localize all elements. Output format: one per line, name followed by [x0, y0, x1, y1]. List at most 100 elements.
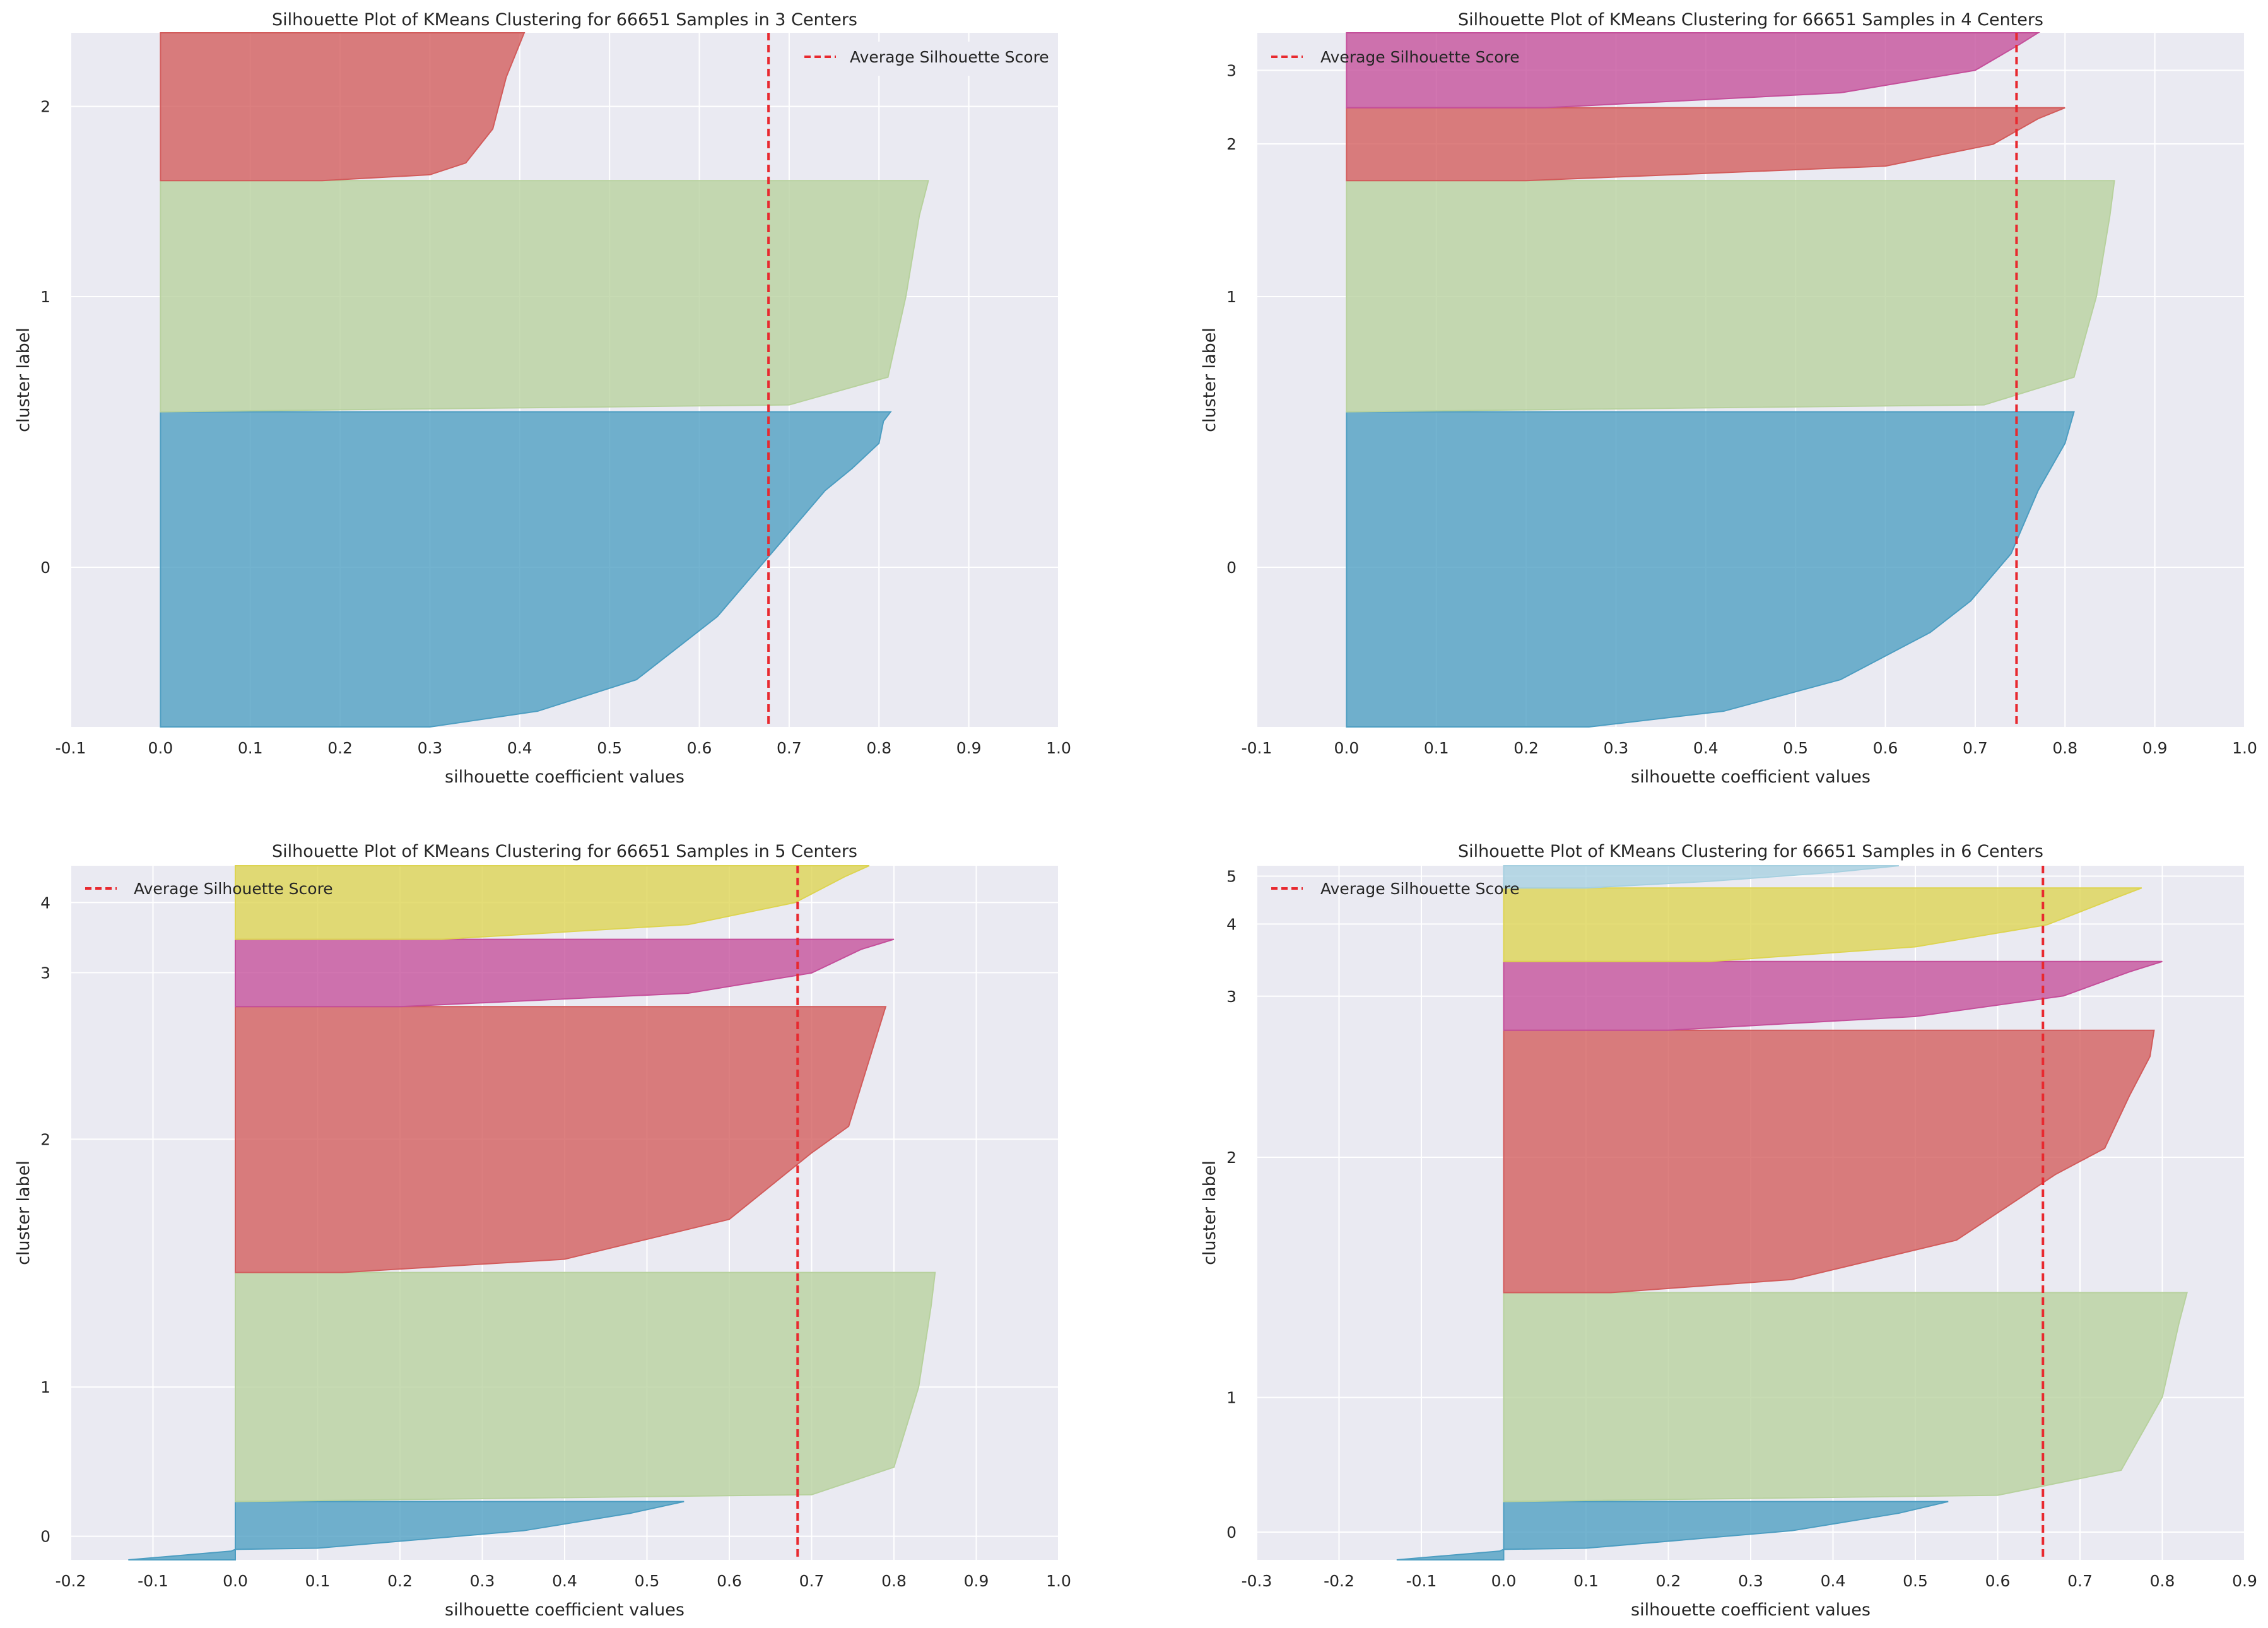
chart-title: Silhouette Plot of KMeans Clustering for…	[1458, 842, 2043, 861]
y-tick-label: 1	[1226, 288, 1237, 306]
y-tick-label: 0	[1226, 558, 1237, 577]
cluster-4-silhouette	[1503, 887, 2142, 962]
y-tick-label: 3	[1226, 988, 1237, 1006]
y-tick-label: 1	[1226, 1389, 1237, 1407]
x-axis-label: silhouette coefficient values	[445, 767, 685, 787]
cluster-3-silhouette	[1346, 32, 2041, 109]
x-tick-label: 0.5	[1783, 739, 1808, 757]
x-tick-label: 0.9	[956, 739, 982, 757]
x-tick-label: 0.0	[148, 739, 173, 757]
x-tick-label: 0.5	[1903, 1572, 1928, 1590]
y-tick-label: 0	[40, 558, 50, 577]
y-tick-label: 0	[1226, 1523, 1237, 1542]
x-tick-label: -0.1	[56, 739, 86, 757]
y-axis-label: cluster label	[14, 327, 33, 432]
x-axis-label: silhouette coefficient values	[1631, 767, 1871, 787]
y-axis-label: cluster label	[14, 1160, 33, 1265]
x-tick-label: 0.6	[1873, 739, 1898, 757]
x-tick-label: 0.2	[387, 1572, 413, 1590]
cluster-0-silhouette	[1346, 411, 2075, 728]
x-tick-label: 0.6	[687, 739, 712, 757]
x-tick-label: 0.2	[327, 739, 353, 757]
x-tick-label: 0.9	[2232, 1572, 2257, 1590]
legend-label: Average Silhouette Score	[1320, 48, 1520, 66]
x-tick-label: 0.5	[635, 1572, 660, 1590]
x-tick-label: 0.7	[1963, 739, 1988, 757]
legend: Average Silhouette Score	[85, 880, 333, 898]
x-tick-label: 0.7	[799, 1572, 825, 1590]
x-tick-label: -0.1	[1242, 739, 1272, 757]
legend-label: Average Silhouette Score	[1320, 880, 1520, 898]
x-tick-label: 0.2	[1513, 739, 1539, 757]
cluster-4-silhouette	[235, 865, 870, 940]
cluster-0-silhouette	[1396, 1501, 1949, 1560]
x-tick-label: 0.5	[597, 739, 622, 757]
cluster-2-silhouette	[1503, 1029, 2155, 1294]
x-tick-label: 0.2	[1656, 1572, 1681, 1590]
chart-panel-6-centers: -0.3 -0.2 -0.1 0.0 0.1 0.2 0.3 0.4 0.5 0.6 0.7 0.8 0…	[1200, 842, 2257, 1620]
x-tick-label: 0.0	[1491, 1572, 1517, 1590]
y-tick-label: 2	[1226, 1148, 1237, 1167]
x-tick-label: 0.0	[223, 1572, 248, 1590]
x-tick-label: 0.8	[2150, 1572, 2175, 1590]
x-tick-label: -0.2	[56, 1572, 86, 1590]
y-tick-label: 3	[1226, 61, 1237, 80]
y-tick-label: 5	[1226, 868, 1237, 886]
x-tick-label: 0.4	[1693, 739, 1719, 757]
x-tick-label: 0.4	[552, 1572, 577, 1590]
x-tick-label: 0.7	[2067, 1572, 2093, 1590]
x-tick-label: 1.0	[1046, 739, 1071, 757]
x-tick-label: 1.0	[2232, 739, 2257, 757]
x-tick-label: 0.1	[238, 739, 263, 757]
x-tick-label: 0.3	[1604, 739, 1629, 757]
x-tick-label: -0.3	[1242, 1572, 1272, 1590]
x-tick-label: 0.8	[2052, 739, 2077, 757]
legend-label: Average Silhouette Score	[134, 880, 333, 898]
cluster-1-silhouette	[1503, 1292, 2188, 1502]
y-axis-label: cluster label	[1200, 327, 1219, 432]
x-tick-label: 0.4	[1821, 1572, 1846, 1590]
legend-label: Average Silhouette Score	[850, 48, 1049, 66]
x-axis-label: silhouette coefficient values	[1631, 1600, 1871, 1620]
x-tick-label: 0.3	[470, 1572, 495, 1590]
cluster-1-silhouette	[160, 180, 929, 413]
x-axis-label: silhouette coefficient values	[445, 1600, 685, 1620]
y-tick-label: 4	[40, 894, 50, 912]
x-tick-label: -0.1	[1406, 1572, 1437, 1590]
x-tick-label: 1.0	[1046, 1572, 1071, 1590]
cluster-1-silhouette	[1346, 180, 2115, 413]
x-tick-label: 0.4	[507, 739, 532, 757]
chart-title: Silhouette Plot of KMeans Clustering for…	[272, 10, 857, 30]
chart-title: Silhouette Plot of KMeans Clustering for…	[272, 842, 857, 861]
cluster-2-silhouette	[235, 1006, 887, 1273]
cluster-2-silhouette	[160, 32, 526, 182]
chart-panel-3-centers: -0.1 0.0 0.1 0.2 0.3 0.4 0.5 0.6 0.7 0.8 0.9 1.0 0 1 2…	[14, 10, 1071, 787]
x-tick-label: 0.3	[418, 739, 443, 757]
x-tick-label: 0.9	[2142, 739, 2168, 757]
legend: Average Silhouette Score	[1271, 880, 1520, 898]
x-tick-label: -0.1	[138, 1572, 168, 1590]
y-tick-label: 2	[40, 1130, 50, 1148]
x-tick-label: 0.1	[305, 1572, 331, 1590]
cluster-0-silhouette	[128, 1501, 685, 1560]
y-tick-label: 3	[40, 964, 50, 982]
y-tick-label: 0	[40, 1528, 50, 1546]
x-tick-label: 0.3	[1738, 1572, 1763, 1590]
chart-panel-4-centers: -0.1 0.0 0.1 0.2 0.3 0.4 0.5 0.6 0.7 0.8 0.9 1.0 0 1 2…	[1200, 10, 2257, 787]
x-tick-label: 0.6	[1985, 1572, 2011, 1590]
cluster-0-silhouette	[160, 411, 892, 728]
y-tick-label: 4	[1226, 915, 1237, 933]
chart-title: Silhouette Plot of KMeans Clustering for…	[1458, 10, 2043, 30]
x-tick-label: 0.6	[717, 1572, 742, 1590]
legend: Average Silhouette Score	[792, 42, 1049, 76]
x-tick-label: 0.9	[964, 1572, 989, 1590]
y-tick-label: 1	[40, 1378, 50, 1396]
cluster-1-silhouette	[235, 1271, 936, 1502]
chart-panel-5-centers: -0.2 -0.1 0.0 0.1 0.2 0.3 0.4 0.5 0.6 0.7 0.8 0.9 1.…	[14, 842, 1071, 1620]
x-tick-label: 0.8	[866, 739, 891, 757]
cluster-5-silhouette	[1503, 865, 1900, 889]
y-tick-label: 2	[40, 98, 50, 116]
x-tick-label: 0.1	[1573, 1572, 1599, 1590]
x-tick-label: -0.2	[1324, 1572, 1354, 1590]
